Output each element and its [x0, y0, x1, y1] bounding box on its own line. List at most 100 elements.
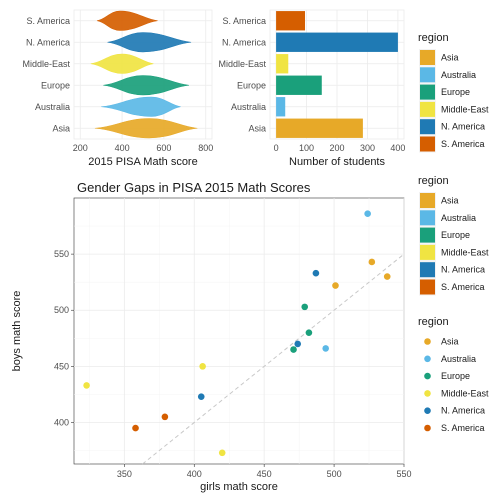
violin-y-tick-label: Europe	[41, 80, 70, 90]
scatter-point	[294, 340, 302, 348]
violin-x-tick-label: 600	[156, 143, 171, 153]
legend-key	[420, 101, 435, 117]
legend-label: N. America	[441, 122, 485, 132]
violin-shape	[96, 10, 158, 31]
scatter-chart-title: Gender Gaps in PISA 2015 Math Scores	[77, 180, 311, 195]
legend-label: Asia	[441, 53, 459, 63]
violin-panel	[73, 9, 213, 140]
bar-y-tick-label: Europe	[237, 80, 266, 90]
bar-x-tick-label: 400	[390, 143, 405, 153]
legend-label: N. America	[441, 406, 485, 416]
bar-y-tick-label: S. America	[222, 16, 266, 26]
violin-y-tick-label: N. America	[26, 37, 70, 47]
legend-label: Europe	[441, 87, 470, 97]
legend-key	[420, 84, 435, 100]
legend-key	[420, 210, 435, 226]
scatter-x-tick-label: 350	[117, 469, 132, 479]
legend-label: Europe	[441, 371, 470, 381]
legend-key	[420, 227, 435, 243]
legend-key	[424, 424, 431, 432]
legend-key	[420, 262, 435, 278]
scatter-point	[161, 413, 169, 421]
scatter-panel	[73, 197, 405, 465]
scatter-y-tick-label: 500	[54, 305, 69, 315]
bar-y-tick-label: N. America	[222, 37, 266, 47]
legend-label: Middle-East	[441, 104, 489, 114]
scatter-x-tick-label: 400	[187, 469, 202, 479]
bar	[276, 54, 289, 74]
legend-title: region	[418, 175, 449, 187]
violin-shape	[90, 53, 154, 74]
bar-x-tick-label: 100	[299, 143, 314, 153]
scatter-y-tick-label: 550	[54, 249, 69, 259]
legend-label: S. America	[441, 282, 485, 292]
bar-x-tick-label: 300	[360, 143, 375, 153]
legend-label: S. America	[441, 423, 485, 433]
violin-shape	[103, 75, 190, 96]
bar	[276, 11, 306, 31]
scatter-point	[305, 329, 313, 336]
scatter-y-tick-label: 400	[54, 417, 69, 427]
violin-x-tick-label: 400	[115, 143, 130, 153]
bar	[276, 118, 363, 138]
legend-key	[424, 372, 431, 380]
bar-y-tick-label: Asia	[248, 123, 266, 133]
bar	[276, 97, 286, 117]
violin-y-tick-label: Asia	[52, 123, 70, 133]
legend-label: Asia	[441, 196, 459, 206]
legend-key	[424, 355, 431, 363]
violin-y-tick-label: Australia	[35, 102, 70, 112]
bar	[276, 75, 322, 95]
legend-label: Middle-East	[441, 247, 489, 257]
scatter-point	[368, 258, 376, 266]
legend-key	[420, 119, 435, 135]
legend-key	[420, 279, 435, 295]
scatter-x-tick-label: 450	[257, 469, 272, 479]
legend-key	[420, 136, 435, 152]
legend-label: Australia	[441, 354, 476, 364]
scatter-point	[322, 345, 329, 352]
legend-key	[420, 244, 435, 260]
violin-shape	[94, 118, 198, 139]
legend-label: N. America	[441, 265, 485, 275]
legend-key	[424, 338, 431, 345]
legend-label: Europe	[441, 230, 470, 240]
legend-key	[420, 67, 435, 83]
scatter-y-axis-title: boys math score	[11, 291, 23, 372]
legend-key	[424, 390, 431, 397]
legend-title: region	[418, 316, 449, 328]
legend-key	[424, 407, 431, 415]
legend-label: Asia	[441, 337, 459, 347]
bar-x-tick-label: 0	[274, 143, 279, 153]
legend-label: S. America	[441, 139, 485, 149]
bar-y-tick-label: Middle-East	[218, 59, 266, 69]
scatter-point	[218, 449, 226, 457]
violin-y-tick-label: S. America	[26, 16, 70, 26]
bar-y-tick-label: Australia	[231, 102, 266, 112]
scatter-point	[197, 393, 205, 400]
violin-x-tick-label: 800	[198, 143, 213, 153]
scatter-point	[290, 346, 297, 353]
legend-title: region	[418, 32, 449, 44]
violin-y-tick-label: Middle-East	[22, 59, 70, 69]
bar-x-tick-label: 200	[329, 143, 344, 153]
scatter-x-tick-label: 500	[327, 469, 342, 479]
scatter-x-tick-label: 550	[396, 469, 411, 479]
scatter-point	[83, 382, 90, 389]
bar	[276, 32, 398, 52]
scatter-point	[132, 424, 139, 432]
scatter-point	[301, 303, 309, 311]
scatter-point	[364, 210, 371, 218]
legend-label: Australia	[441, 70, 476, 80]
scatter-point	[199, 363, 206, 370]
violin-x-axis-title: 2015 PISA Math score	[88, 156, 197, 168]
legend-key	[420, 193, 435, 208]
scatter-point	[383, 273, 391, 280]
legend-key	[420, 50, 435, 65]
scatter-x-axis-title: girls math score	[200, 481, 278, 493]
scatter-y-tick-label: 450	[54, 361, 69, 371]
violin-shape	[107, 32, 192, 53]
violin-shape	[101, 96, 181, 117]
legend-label: Australia	[441, 213, 476, 223]
